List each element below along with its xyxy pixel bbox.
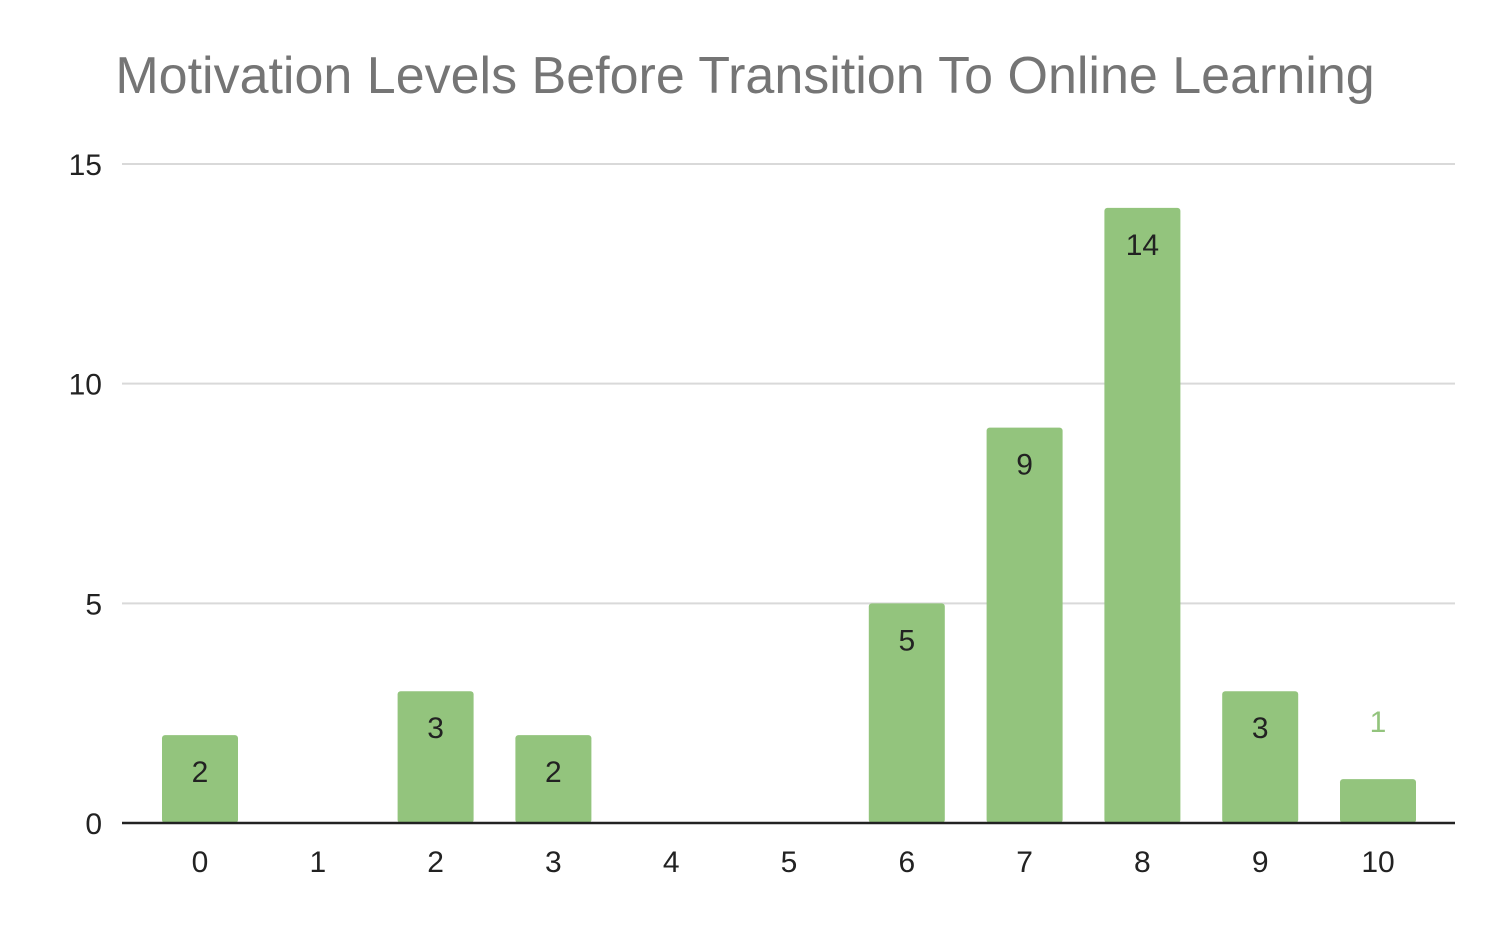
x-tick-label: 3 [545, 846, 562, 879]
bar [162, 735, 238, 823]
x-tick-label: 0 [192, 846, 209, 879]
data-label: 2 [192, 756, 209, 789]
data-label: 2 [545, 756, 562, 789]
x-tick-label: 2 [427, 846, 444, 879]
y-axis-tick-labels: 0 5 10 15 [69, 149, 102, 841]
x-tick-label: 6 [898, 846, 915, 879]
bar [1222, 691, 1299, 823]
data-label: 1 [1370, 706, 1387, 739]
bars [162, 207, 1416, 823]
bar [986, 427, 1063, 823]
bar [1340, 779, 1416, 823]
data-label: 3 [1252, 712, 1269, 745]
chart-title: Motivation Levels Before Transition To O… [115, 47, 1375, 105]
bar [397, 691, 474, 823]
data-label: 5 [898, 624, 915, 657]
x-tick-label: 5 [781, 846, 798, 879]
x-axis-tick-labels: 0 1 2 3 4 5 6 7 8 9 10 [192, 846, 1395, 879]
data-label: 14 [1126, 229, 1159, 262]
x-tick-label: 10 [1361, 846, 1394, 879]
bar [1104, 207, 1181, 823]
x-tick-label: 4 [663, 846, 680, 879]
data-labels: 2 3 2 5 9 14 3 1 [192, 229, 1387, 789]
bar [868, 603, 945, 823]
y-tick-label: 15 [69, 149, 102, 182]
x-tick-label: 7 [1016, 846, 1033, 879]
y-tick-label: 0 [85, 808, 102, 841]
y-tick-label: 10 [69, 369, 102, 402]
x-tick-label: 1 [309, 846, 326, 879]
gridlines [122, 163, 1455, 605]
bar [515, 735, 592, 823]
data-label: 9 [1016, 449, 1033, 482]
y-tick-label: 5 [85, 588, 102, 621]
x-tick-label: 9 [1252, 846, 1269, 879]
data-label: 3 [427, 712, 444, 745]
x-tick-label: 8 [1134, 846, 1151, 879]
